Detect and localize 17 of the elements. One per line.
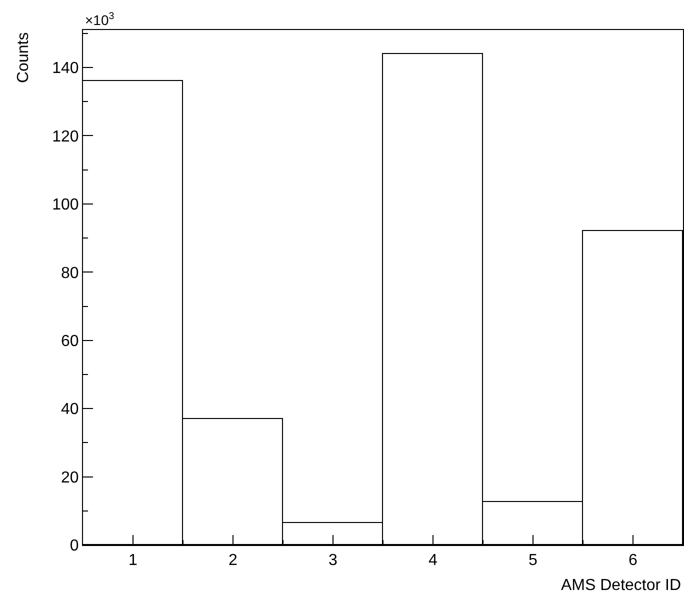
- x-tick-label: 6: [628, 552, 638, 570]
- y-tick-label: 20: [61, 469, 79, 486]
- y-tick-label: 40: [61, 401, 79, 418]
- y-tick-label: 140: [52, 60, 79, 78]
- y-tick-label: 100: [52, 196, 79, 214]
- y-tick-label: 60: [61, 332, 79, 350]
- x-tick-label: 4: [428, 552, 438, 570]
- y-tick-label: 0: [70, 538, 79, 555]
- x-axis-title: AMS Detector ID: [561, 577, 682, 593]
- y-axis-title: Counts: [15, 32, 32, 83]
- x-tick-label: 1: [128, 552, 138, 570]
- text: ×10$^{3}$: [85, 11, 115, 28]
- y-tick-label: 80: [61, 264, 79, 282]
- x-tick-label: 3: [328, 552, 338, 570]
- y-tick-label: 120: [52, 128, 79, 146]
- x-tick-label: 2: [228, 552, 238, 570]
- x-tick-label: 5: [528, 552, 538, 570]
